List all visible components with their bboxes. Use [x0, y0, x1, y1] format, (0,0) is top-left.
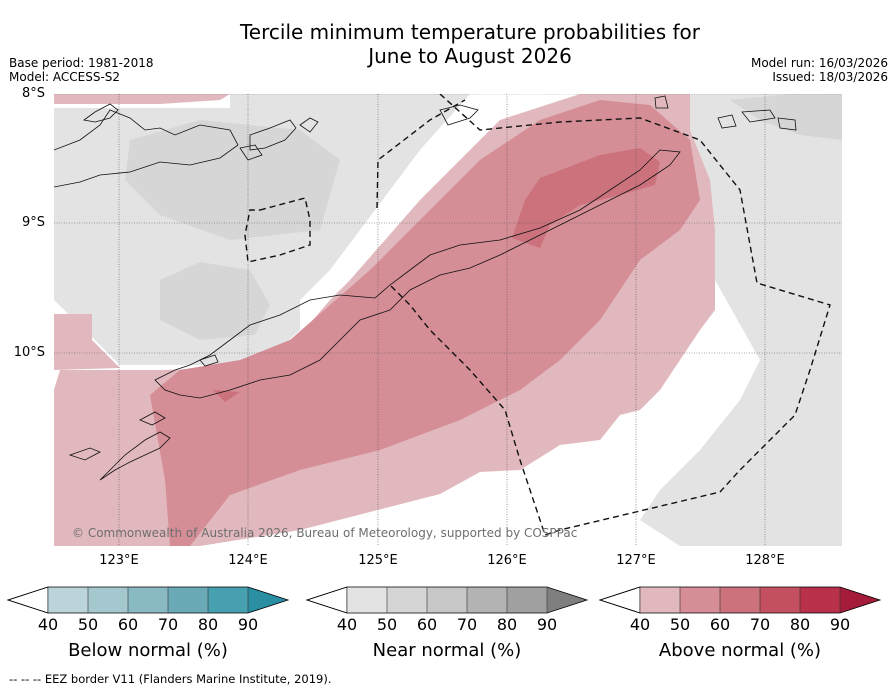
below-colorbar-segment — [168, 587, 208, 613]
graticule — [54, 94, 842, 546]
above-colorbar-segment — [760, 587, 800, 613]
colorbar-above-normal — [598, 586, 882, 614]
metadata-left: Base period: 1981-2018 Model: ACCESS-S2 — [9, 56, 154, 84]
below-tick-label: 40 — [37, 615, 59, 634]
near-colorbar-segment — [347, 587, 387, 613]
issued-date: Issued: 18/03/2026 — [772, 70, 888, 84]
near-normal-region-west-50 — [125, 120, 340, 240]
near-tick-label: 90 — [536, 615, 558, 634]
near-tick-label: 50 — [376, 615, 398, 634]
lat-label-10s: 10°S — [13, 345, 45, 360]
below-colorbar-min-arrow — [6, 586, 49, 614]
lon-label-123e: 123°E — [99, 553, 139, 568]
title-line-2: June to August 2026 — [368, 44, 572, 68]
near-colorbar-min-arrow — [305, 586, 348, 614]
near-normal-region-west-50b — [160, 262, 270, 340]
lon-label-127e: 127°E — [616, 553, 656, 568]
below-colorbar-max-arrow — [248, 587, 288, 613]
above-tick-label: 50 — [669, 615, 691, 634]
below-colorbar-segment — [208, 587, 248, 613]
above-tick-label: 70 — [749, 615, 771, 634]
near-colorbar-segment — [387, 587, 427, 613]
coastlines — [54, 95, 797, 481]
lon-label-128e: 128°E — [745, 553, 785, 568]
base-period: Base period: 1981-2018 — [9, 56, 154, 70]
eez-border — [244, 94, 831, 536]
model-run: Model run: 16/03/2026 — [750, 56, 888, 70]
above-tick-label: 40 — [629, 615, 651, 634]
colorbar-near-normal — [305, 586, 589, 614]
eez-footer-note: -- -- -- EEZ border V11 (Flanders Marine… — [9, 672, 332, 686]
above-normal-region-40-southwest — [54, 314, 120, 370]
above-tick-label: 80 — [789, 615, 811, 634]
model-name: Model: ACCESS-S2 — [9, 70, 121, 84]
near-normal-region-east-50 — [730, 94, 842, 140]
near-tick-label: 60 — [416, 615, 438, 634]
below-tick-label: 90 — [237, 615, 259, 634]
near-colorbar-segment — [427, 587, 467, 613]
above-colorbar-min-arrow — [598, 586, 641, 614]
above-normal-region-40-northwest — [54, 94, 230, 104]
above-colorbar-segment — [800, 587, 840, 613]
near-tick-label: 40 — [336, 615, 358, 634]
above-tick-label: 90 — [829, 615, 851, 634]
map-area — [54, 94, 842, 546]
below-tick-label: 50 — [77, 615, 99, 634]
above-colorbar-segment — [640, 587, 680, 613]
lat-label-9s: 9°S — [21, 215, 45, 230]
above-colorbar-segment — [680, 587, 720, 613]
near-colorbar-max-arrow — [547, 587, 587, 613]
below-colorbar-segment — [48, 587, 88, 613]
chart-title: Tercile minimum temperature probabilitie… — [0, 20, 896, 68]
below-tick-label: 70 — [157, 615, 179, 634]
above-colorbar-segment — [720, 587, 760, 613]
near-colorbar-segment — [507, 587, 547, 613]
metadata-right: Model run: 16/03/2026 Issued: 18/03/2026 — [751, 56, 888, 84]
below-colorbar-segment — [128, 587, 168, 613]
above-tick-label: 60 — [709, 615, 731, 634]
above-colorbar-max-arrow — [840, 587, 880, 613]
lat-label-8s: 8°S — [21, 86, 45, 101]
lon-label-125e: 125°E — [358, 553, 398, 568]
lon-label-124e: 124°E — [228, 553, 268, 568]
below-normal-label: Below normal (%) — [68, 640, 228, 661]
near-tick-label: 70 — [456, 615, 478, 634]
lon-label-126e: 126°E — [487, 553, 527, 568]
copyright-notice: © Commonwealth of Australia 2026, Bureau… — [72, 526, 578, 540]
above-normal-label: Above normal (%) — [658, 640, 822, 661]
near-colorbar-segment — [467, 587, 507, 613]
below-colorbar-segment — [88, 587, 128, 613]
below-tick-label: 60 — [117, 615, 139, 634]
near-normal-label: Near normal (%) — [372, 640, 522, 661]
below-tick-label: 80 — [197, 615, 219, 634]
colorbar-below-normal — [6, 586, 290, 614]
title-line-1: Tercile minimum temperature probabilitie… — [239, 20, 701, 44]
near-tick-label: 80 — [496, 615, 518, 634]
